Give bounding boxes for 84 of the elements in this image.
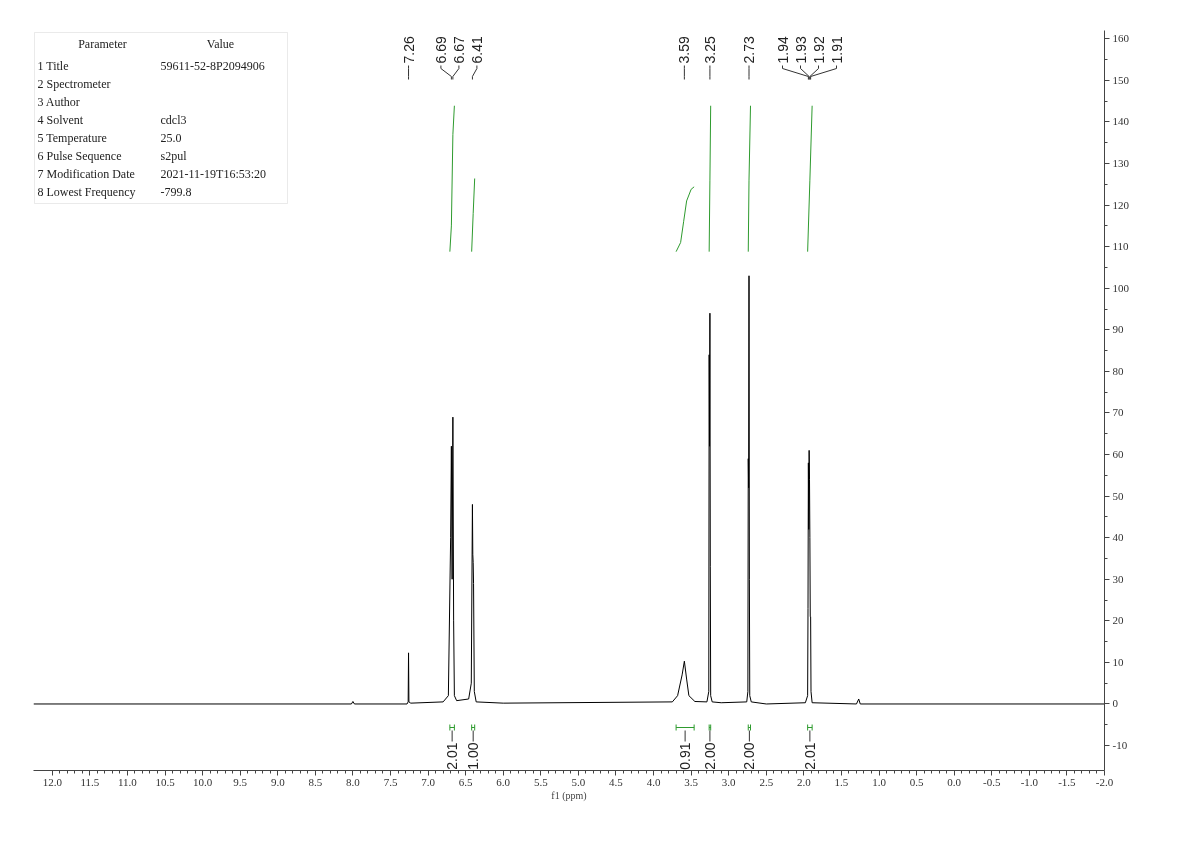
y-tick-label: 120: [1112, 198, 1130, 211]
y-tick-label: 100: [1112, 281, 1130, 294]
y-tick-label: 150: [1112, 73, 1130, 86]
y-tick-label: 60: [1112, 448, 1124, 461]
x-tick-label: 3.0: [721, 775, 737, 788]
y-tick-label: 90: [1112, 323, 1124, 336]
annotation: 0.91: [677, 742, 694, 770]
annotation: -799.8: [160, 184, 192, 199]
x-tick-label: 1.0: [872, 775, 887, 788]
x-tick-label: 11.5: [80, 775, 100, 788]
x-tick-label: -1.5: [1058, 775, 1077, 788]
x-tick-label: 8.0: [346, 775, 361, 788]
x-tick-label: 0.5: [909, 775, 924, 788]
x-tick-label: 9.5: [233, 775, 248, 788]
annotation: s2pul: [160, 148, 188, 163]
annotation: 1.93: [792, 36, 809, 64]
annotation: 2.01: [444, 742, 461, 770]
y-tick-label: 20: [1112, 614, 1124, 627]
annotation: 3.59: [676, 36, 693, 64]
x-tick-label: 6.5: [458, 775, 474, 788]
annotation: 3 Author: [37, 94, 80, 109]
annotation: 5 Temperature: [37, 130, 107, 145]
annotation: 2021-11-19T16:53:20: [160, 166, 267, 181]
annotation: 2.73: [741, 36, 757, 64]
x-tick-label: 10.5: [155, 775, 176, 788]
annotation: 7 Modification Date: [37, 166, 135, 181]
x-tick-label: 8.5: [308, 775, 323, 788]
annotation: 6.41: [468, 36, 485, 64]
annotation: 3.25: [701, 36, 718, 64]
annotation: 4 Solvent: [37, 112, 84, 127]
annotation: Parameter: [78, 36, 127, 51]
x-tick-label: 2.5: [759, 775, 774, 788]
annotation: cdcl3: [160, 112, 187, 127]
y-tick-label: 10: [1112, 655, 1124, 668]
annotation: 2.00: [701, 742, 718, 770]
annotation: 1.92: [810, 36, 827, 64]
y-tick-label: 50: [1112, 489, 1124, 502]
annotation: 2.01: [801, 742, 818, 770]
x-tick-label: 7.0: [421, 775, 436, 788]
annotation: 7.26: [400, 36, 417, 64]
y-tick-label: 160: [1112, 32, 1130, 45]
x-tick-label: 6.0: [496, 775, 511, 788]
annotation: 25.0: [160, 130, 182, 145]
line-series: [675, 186, 695, 253]
y-tick-label: 0: [1112, 697, 1119, 710]
y-tick-label: 70: [1112, 406, 1124, 419]
annotation: 1.00: [465, 742, 482, 770]
annotation: 6.67: [450, 36, 467, 64]
annotation: 1.94: [774, 36, 791, 64]
annotation: 8 Lowest Frequency: [37, 184, 136, 199]
x-tick-label: 10.0: [192, 775, 213, 788]
x-tick-label: 9.0: [270, 775, 286, 788]
y-tick-label: 30: [1112, 572, 1124, 585]
x-tick-label: 12.0: [42, 775, 63, 788]
line-series: [33, 275, 1105, 705]
annotation: 2 Spectrometer: [37, 76, 111, 91]
x-tick-label: 7.5: [383, 775, 398, 788]
x-tick-label: 5.0: [571, 775, 586, 788]
y-tick-label: -10: [1112, 739, 1128, 752]
x-tick-label: -1.0: [1020, 775, 1039, 788]
x-tick-label: 3.5: [684, 775, 699, 788]
x-tick-label: 4.0: [646, 775, 661, 788]
x-tick-label: -0.5: [983, 775, 1001, 788]
x-axis-title: f1 (ppm): [551, 789, 587, 802]
x-tick-label: 5.5: [533, 775, 549, 788]
annotation: 6.69: [432, 36, 449, 64]
y-tick-label: 80: [1112, 364, 1124, 377]
annotation: 1.91: [828, 36, 845, 64]
line-series: [449, 105, 455, 253]
annotation: Value: [206, 36, 235, 51]
x-tick-label: 4.5: [609, 775, 624, 788]
x-tick-label: 11.0: [118, 775, 138, 788]
y-tick-label: 130: [1112, 157, 1130, 170]
annotation: 59611-52-8P2094906: [160, 58, 265, 73]
y-tick-label: 110: [1112, 240, 1130, 253]
y-tick-label: 140: [1112, 115, 1130, 128]
x-tick-label: 1.5: [834, 775, 849, 788]
x-tick-label: 2.0: [796, 775, 812, 788]
y-tick-label: 40: [1112, 531, 1124, 544]
x-tick-label: 0.0: [947, 775, 962, 788]
x-tick-label: -2.0: [1095, 775, 1114, 788]
annotation: 6 Pulse Sequence: [37, 148, 122, 163]
annotation: 2.00: [741, 742, 758, 770]
annotation: 1 Title: [37, 58, 69, 73]
